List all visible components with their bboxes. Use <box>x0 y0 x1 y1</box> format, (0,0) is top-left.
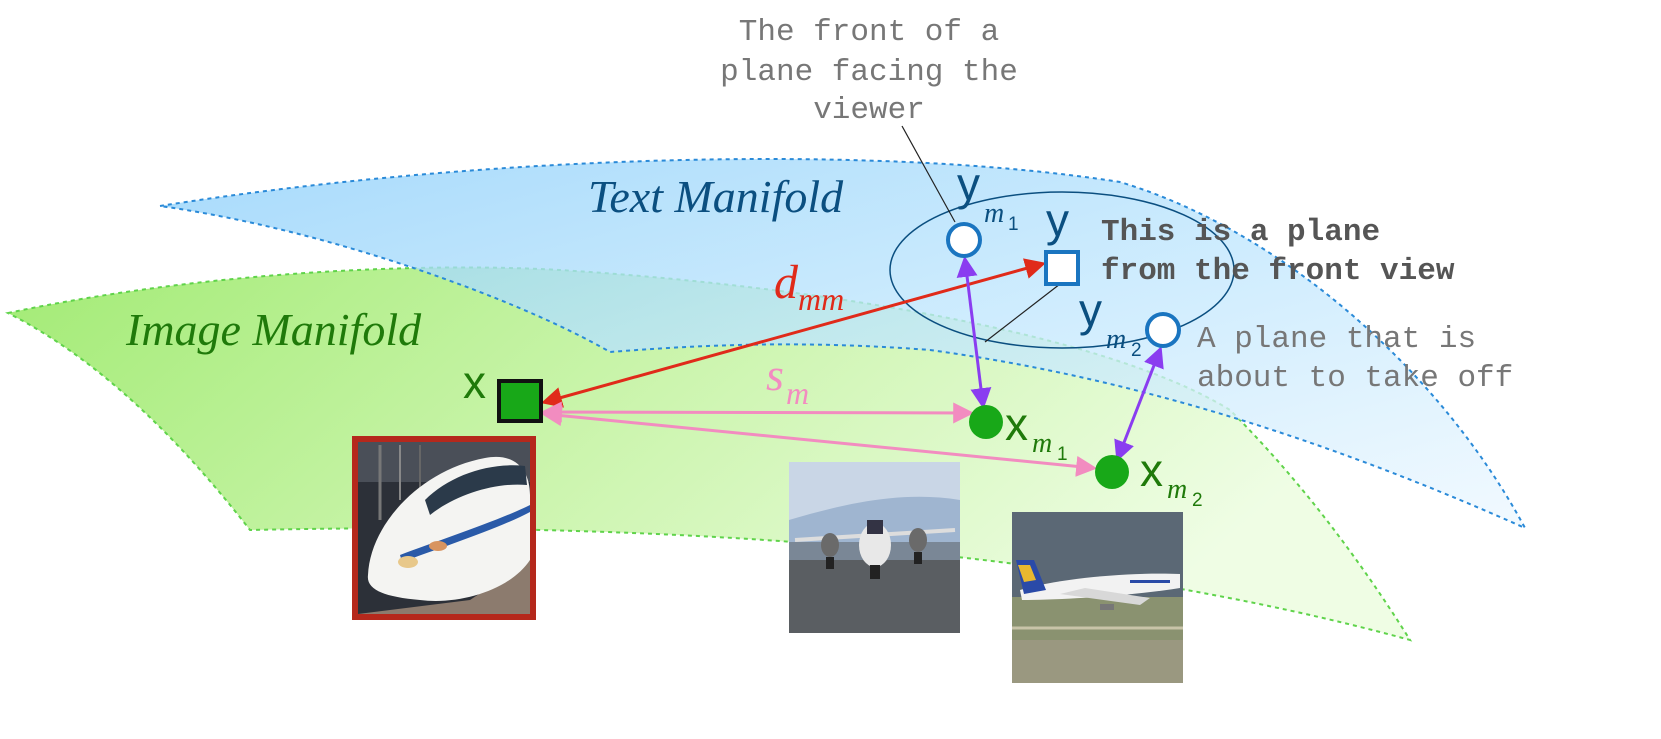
y-m2-label: y m 2 <box>1079 284 1142 361</box>
takeoff-plane-photo <box>1012 512 1183 683</box>
y-m2-label-base: y <box>1079 284 1102 336</box>
y-m2-node <box>1145 312 1181 348</box>
x-query-node <box>497 379 543 423</box>
front-view-caption-line3: viewer <box>813 93 925 128</box>
front-view-caption-line2: plane facing the <box>720 55 1018 90</box>
s-m-label: s m <box>766 349 809 411</box>
x-m1-label: x m 1 <box>1005 398 1068 465</box>
x-m1-label-sub: m <box>1032 428 1052 459</box>
d-mm-label-base: d <box>774 256 799 309</box>
d-mm-label-sub: mm <box>798 281 844 317</box>
x-m2-node <box>1095 455 1129 489</box>
y-m1-label: y m 1 <box>957 158 1019 235</box>
match-arrow-m1 <box>956 255 992 410</box>
x-m2-label-subsub: 2 <box>1192 490 1203 511</box>
front-view-caption-line1: The front of a <box>739 15 999 50</box>
d-mm-label: d mm <box>774 256 844 317</box>
match-arrow-m2 <box>1114 346 1164 462</box>
y-m1-label-base: y <box>957 158 980 210</box>
y-m1-node <box>946 222 982 258</box>
query-caption-line1: This is a plane <box>1101 215 1380 250</box>
takeoff-caption: A plane that is about to take off <box>1197 322 1513 396</box>
y-m2-label-sub: m <box>1106 324 1126 355</box>
s-m-label-base: s <box>766 349 784 400</box>
y-query-node <box>1044 250 1080 286</box>
y-label: y <box>1046 194 1069 246</box>
s-m-label-sub: m <box>786 375 809 411</box>
image-manifold-label: Image Manifold <box>125 304 422 355</box>
takeoff-caption-line1: A plane that is <box>1197 322 1476 357</box>
x-label: x <box>463 356 486 408</box>
x-m2-label: x m 2 <box>1140 444 1203 511</box>
x-m2-label-sub: m <box>1167 474 1187 505</box>
y-m2-label-subsub: 2 <box>1131 340 1142 361</box>
query-caption: This is a plane from the front view <box>1101 215 1455 289</box>
takeoff-caption-line2: about to take off <box>1197 361 1513 396</box>
front-plane-photo <box>789 462 960 633</box>
x-m1-label-base: x <box>1005 398 1028 450</box>
query-caption-line2: from the front view <box>1101 254 1455 289</box>
train-photo <box>352 436 536 620</box>
text-manifold-label: Text Manifold <box>588 171 844 222</box>
front-caption-leader-line <box>901 125 956 223</box>
s-m-arrow-to-x-m2 <box>540 405 1098 477</box>
x-m2-label-base: x <box>1140 444 1163 496</box>
x-m1-node <box>969 405 1003 439</box>
s-m-arrow-to-x-m1 <box>540 401 975 424</box>
x-m1-label-subsub: 1 <box>1057 444 1068 465</box>
y-m1-label-subsub: 1 <box>1008 214 1019 235</box>
front-view-caption: The front of a plane facing the viewer <box>720 15 1018 128</box>
y-m1-label-sub: m <box>984 198 1004 229</box>
